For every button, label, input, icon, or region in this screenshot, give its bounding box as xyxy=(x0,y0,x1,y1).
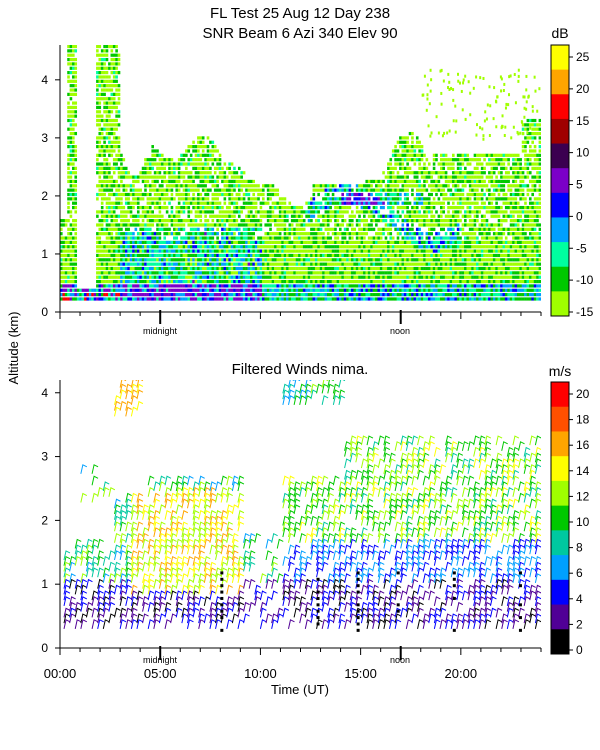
colorbar-swatch xyxy=(551,266,569,292)
y-tick-label: 1 xyxy=(41,247,48,261)
colorbar-tick-label: 20 xyxy=(576,387,590,401)
y-tick-label: 2 xyxy=(41,189,48,203)
x-tick-label: 00:00 xyxy=(44,666,77,681)
colorbar-swatch xyxy=(551,604,569,630)
colorbar-tick-label: 0 xyxy=(576,209,583,223)
colorbar-swatch xyxy=(551,629,569,655)
colorbar-tick-label: -10 xyxy=(576,273,594,287)
colorbar-tick-label: 20 xyxy=(576,82,590,96)
x-axis-label: Time (UT) xyxy=(271,682,329,697)
winds-y-ticks: 0 1 2 3 4 xyxy=(41,386,60,655)
y-tick-label: 0 xyxy=(41,641,48,655)
y-tick-label: 2 xyxy=(41,513,48,527)
colorbar-tick-label: 12 xyxy=(576,489,590,503)
winds-midnight-label: midnight xyxy=(143,655,178,665)
y-tick-label: 4 xyxy=(41,73,48,87)
winds-title: Filtered Winds nima. xyxy=(232,361,369,378)
winds-plot xyxy=(63,380,541,632)
colorbar-tick-label: 25 xyxy=(576,50,590,64)
y-tick-label: 0 xyxy=(41,305,48,319)
y-axis-label: Altitude (km) xyxy=(6,312,21,385)
colorbar-swatch xyxy=(551,69,569,95)
colorbar-tick-label: 6 xyxy=(576,566,583,580)
y-tick-label: 3 xyxy=(41,131,48,145)
y-tick-label: 1 xyxy=(41,577,48,591)
colorbar-tick-label: 10 xyxy=(576,515,590,529)
colorbar-tick-label: 2 xyxy=(576,617,583,631)
colorbar-swatch xyxy=(551,192,569,218)
colorbar-frame xyxy=(550,44,570,317)
colorbar-swatch xyxy=(551,382,569,408)
y-tick-label: 3 xyxy=(41,450,48,464)
colorbar-swatch xyxy=(551,94,569,120)
snr-heatmap xyxy=(60,45,541,301)
colorbar-tick-label: 10 xyxy=(576,146,590,160)
colorbar-tick-label: 4 xyxy=(576,592,583,606)
winds-noon-label: noon xyxy=(390,655,410,665)
x-tick-label: 10:00 xyxy=(244,666,277,681)
colorbar-tick-label: -15 xyxy=(576,305,594,319)
snr-colorbar: 25 20 15 10 5 0 -5 -10 -15 xyxy=(550,44,594,319)
colorbar-tick-label: -5 xyxy=(576,241,587,255)
y-tick-label: 4 xyxy=(41,386,48,400)
x-tick-label: 05:00 xyxy=(144,666,177,681)
x-tick-label: 15:00 xyxy=(344,666,377,681)
colorbar-tick-label: 8 xyxy=(576,541,583,555)
colorbar-swatch xyxy=(551,431,569,457)
snr-y-ticks: 0 1 2 3 4 xyxy=(41,73,60,319)
wind-barbs-layer xyxy=(63,380,541,632)
colorbar-tick-label: 14 xyxy=(576,464,590,478)
colorbar-swatch xyxy=(551,480,569,507)
snr-midnight-label: midnight xyxy=(143,326,178,336)
colorbar-swatch xyxy=(551,406,569,432)
chart-title-line2: SNR Beam 6 Azi 340 Elev 90 xyxy=(202,25,397,42)
colorbar-tick-label: 5 xyxy=(576,178,583,192)
colorbar-swatch xyxy=(551,555,569,581)
colorbar-tick-label: 18 xyxy=(576,413,590,427)
colorbar-swatch xyxy=(551,505,569,531)
colorbar-tick-label: 16 xyxy=(576,438,590,452)
winds-colorbar-unit: m/s xyxy=(549,363,572,379)
colorbar-swatch xyxy=(551,168,569,194)
colorbar-swatch xyxy=(551,291,569,317)
colorbar-swatch xyxy=(551,118,569,145)
colorbar-frame xyxy=(550,381,570,655)
colorbar-swatch xyxy=(551,45,569,71)
colorbar-swatch xyxy=(551,217,569,243)
x-tick-label: 20:00 xyxy=(445,666,478,681)
snr-data-layer xyxy=(60,45,541,301)
colorbar-tick-label: 15 xyxy=(576,114,590,128)
snr-colorbar-unit: dB xyxy=(551,25,568,41)
colorbar-swatch xyxy=(551,456,569,482)
snr-x-ticks xyxy=(59,310,542,324)
colorbar-swatch xyxy=(551,579,569,606)
colorbar-swatch xyxy=(551,530,569,556)
colorbar-swatch xyxy=(551,242,569,268)
winds-x-ticks: 00:00 05:00 10:00 15:00 20:00 xyxy=(44,646,542,681)
colorbar-tick-label: 0 xyxy=(576,643,583,657)
colorbar-swatch xyxy=(551,143,569,169)
snr-noon-label: noon xyxy=(390,326,410,336)
chart-title-line1: FL Test 25 Aug 12 Day 238 xyxy=(210,5,390,22)
